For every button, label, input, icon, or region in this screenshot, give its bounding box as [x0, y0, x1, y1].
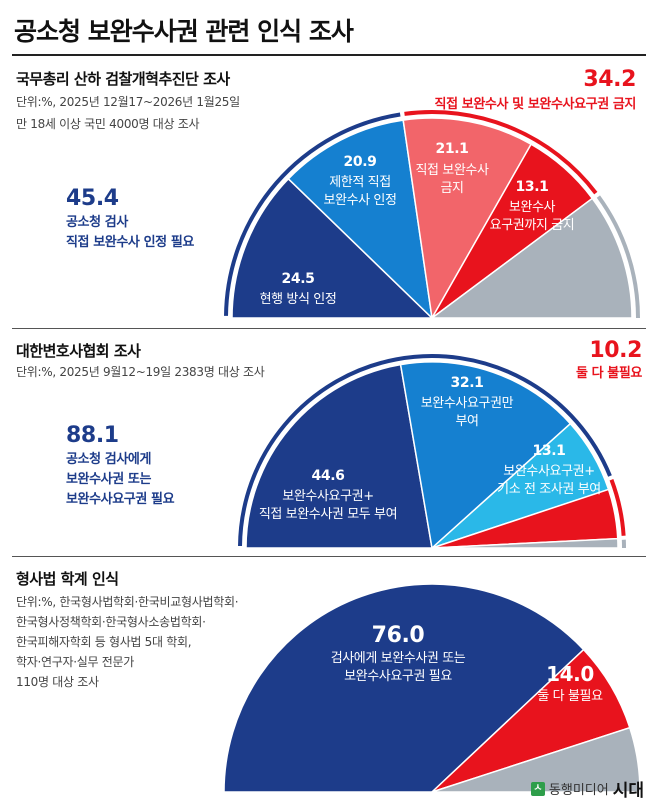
- chart2-slice-2-value: 32.1: [451, 375, 484, 391]
- chart2-group-1-label-3: 보완수사요구권 필요: [66, 491, 175, 507]
- section3-subtitle-4: 학자·연구자·실무 전문가: [16, 655, 134, 669]
- chart3-slice-1-label-1: 검사에게 보완수사권 또는: [331, 651, 466, 666]
- section3-subtitle-2: 한국형사정책학회·한국형사소송법학회·: [16, 615, 206, 629]
- chart1-rest-ring: [596, 195, 640, 319]
- section2-title: 대한변호사협회 조사: [16, 342, 141, 360]
- chart1-slice-3: [402, 117, 533, 321]
- chart1-slice-4-value: 13.1: [516, 179, 549, 195]
- brand-logo: ㅅ 동행미디어 시대: [530, 776, 644, 801]
- chart1-group-2-label-1: 직접 보완수사 및 보완수사요구권 금지: [435, 96, 636, 112]
- chart3-slice-2-value: 14.0: [546, 662, 594, 686]
- chart2-slice-2-label-1: 보완수사요구권만: [421, 396, 514, 411]
- chart3-slice-3: [431, 726, 641, 793]
- chart3-slice-2-label-1: 둘 다 불필요: [537, 689, 603, 704]
- chart1-group-1-value: 45.4: [66, 186, 119, 211]
- chart1-slice-3-value: 21.1: [436, 141, 469, 157]
- chart3-slice-1-value: 76.0: [372, 623, 425, 648]
- section1-subtitle-2: 만 18세 이상 국민 4000명 대상 조사: [16, 117, 200, 131]
- chart1-slice-2-label-1: 제한적 직접: [329, 175, 391, 190]
- chart1-slice-3-label-2: 금지: [440, 181, 463, 196]
- section1-title: 국무총리 산하 검찰개혁추진단 조사: [16, 70, 230, 88]
- chart1-slice-3-label-1: 직접 보완수사: [415, 163, 489, 178]
- chart2-slice-2: [399, 361, 572, 550]
- chart2-slice-1-label-1: 보완수사요구권+: [282, 489, 373, 504]
- title-rule: [12, 54, 646, 56]
- brand-name: 동행미디어: [548, 783, 609, 798]
- chart1-slice-1-value: 24.5: [282, 271, 315, 287]
- chart2-slice-5: [431, 537, 619, 549]
- chart2-slice-3-value: 13.1: [533, 443, 566, 459]
- section3-subtitle-3: 한국피해자학회 등 형사법 5대 학회,: [16, 635, 192, 649]
- chart2-group-1-value: 88.1: [66, 423, 119, 448]
- chart2-slice-1: [245, 363, 433, 549]
- chart2-group-2-label-1: 둘 다 불필요: [576, 365, 642, 381]
- chart1-slice-4-label-2: 요구권까지 금지: [490, 218, 575, 233]
- section3-subtitle-5: 110명 대상 조사: [16, 675, 99, 689]
- divider-2: [12, 556, 646, 557]
- section2-subtitle-1: 단위:%, 2025년 9월12~19일 2383명 대상 조사: [16, 365, 265, 379]
- chart2-slice-2-label-2: 부여: [455, 414, 478, 429]
- chart2-group-ring-2: [609, 479, 626, 536]
- chart3-slice-1: [223, 583, 585, 793]
- chart1-slice-4-label-1: 보완수사: [509, 200, 556, 215]
- chart3-slice-1-label-2: 보완수사요구권 필요: [344, 669, 452, 684]
- chart1-slice-1-label-1: 현행 방식 인정: [260, 291, 337, 307]
- chart1-slice-5: [429, 197, 633, 319]
- chart1-group-1-label-1: 공소청 검사: [66, 214, 128, 230]
- chart1-slice-2-value: 20.9: [344, 154, 377, 170]
- section3-title: 형사법 학계 인식: [16, 570, 119, 588]
- chart2-slice-3-label-1: 보완수사요구권+: [503, 464, 594, 479]
- brand-suffix: 시대: [612, 781, 644, 801]
- page-title: 공소청 보완수사권 관련 인식 조사: [14, 17, 354, 46]
- divider-1: [12, 328, 646, 329]
- chart2-group-1-label-2: 보완수사권 또는: [66, 471, 151, 487]
- chart2-group-1-label-1: 공소청 검사에게: [66, 451, 151, 467]
- chart1-slice-2: [287, 119, 434, 321]
- section3-subtitle-1: 단위:%, 한국형사법학회·한국비교형사법학회·: [16, 595, 239, 609]
- chart1-group-2-value: 34.2: [583, 67, 636, 92]
- brand-logo-icon: ㅅ: [530, 781, 545, 796]
- chart1-group-ring-1: [224, 112, 401, 316]
- chart2-group-ring-1: [238, 354, 612, 547]
- chart1-group-1-label-2: 직접 보완수사 인정 필요: [66, 234, 194, 250]
- chart2-slice-1-value: 44.6: [312, 468, 345, 484]
- chart1-slice-2-label-2: 보완수사 인정: [323, 193, 396, 208]
- section1-subtitle-1: 단위:%, 2025년 12월17~2026년 1월25일: [16, 95, 240, 109]
- chart2-slice-1-label-2: 직접 보완수사권 모두 부여: [259, 507, 397, 522]
- chart2-slice-3-label-2: 기소 전 조사권 부여: [497, 482, 601, 497]
- chart2-group-2-value: 10.2: [589, 338, 642, 363]
- chart1-group-ring-2: [404, 110, 598, 195]
- chart1-slice-1: [231, 177, 434, 319]
